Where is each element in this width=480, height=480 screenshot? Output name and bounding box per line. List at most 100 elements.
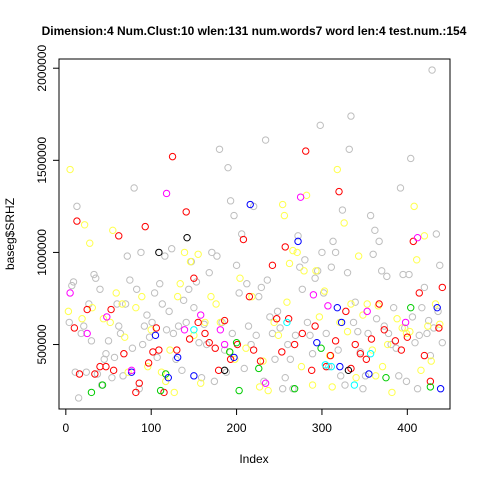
data-point-cyan — [190, 326, 198, 334]
data-point-gray — [161, 252, 169, 260]
y-tick-label: 1500000 — [35, 137, 49, 184]
data-point-red — [409, 237, 417, 246]
data-point-gray — [364, 329, 372, 338]
data-point-green — [156, 386, 165, 395]
data-point-cyan — [350, 381, 359, 389]
data-point-red — [201, 329, 209, 338]
data-point-gray — [276, 324, 284, 332]
data-point-red — [311, 322, 319, 330]
data-point-red — [298, 329, 307, 338]
data-point-green — [87, 388, 96, 397]
data-point-yellow — [378, 362, 387, 371]
data-point-red — [281, 243, 289, 251]
data-point-gray — [90, 270, 98, 279]
data-point-yellow — [121, 333, 129, 341]
data-point-gray — [73, 202, 81, 211]
data-point-red — [335, 187, 343, 196]
data-point-gray — [148, 318, 156, 327]
data-point-red — [96, 362, 104, 371]
data-point-gray — [322, 329, 330, 338]
data-point-yellow — [417, 366, 425, 375]
data-point-red — [149, 348, 157, 356]
data-point-magenta — [180, 326, 189, 334]
data-point-yellow — [372, 372, 380, 380]
data-point-gray — [137, 248, 145, 257]
data-point-gray — [418, 303, 426, 312]
data-point-red — [351, 340, 359, 349]
data-point-gray — [244, 322, 253, 330]
data-point-yellow — [170, 388, 178, 397]
data-point-gray — [434, 307, 442, 316]
data-point-black — [344, 366, 353, 375]
data-point-gray — [68, 281, 76, 290]
data-point-yellow — [176, 280, 184, 288]
data-point-gray — [318, 248, 326, 257]
data-point-magenta — [296, 193, 305, 201]
data-point-magenta — [127, 366, 136, 375]
data-point-red — [256, 357, 265, 365]
data-point-blue — [190, 372, 198, 380]
data-point-magenta — [162, 189, 171, 198]
data-point-gray — [104, 337, 113, 345]
data-point-green — [426, 383, 435, 391]
data-point-yellow — [270, 318, 278, 327]
data-point-magenta — [216, 326, 225, 334]
data-point-red — [356, 350, 365, 358]
data-point-red — [168, 152, 177, 161]
data-point-gray — [383, 272, 391, 281]
data-point-yellow — [180, 248, 189, 257]
data-point-gray — [185, 285, 193, 293]
data-point-gray — [128, 344, 137, 352]
data-point-red — [220, 316, 229, 325]
x-axis-label: Index — [239, 452, 268, 466]
data-point-gray — [230, 211, 238, 220]
data-point-green — [98, 381, 107, 389]
data-point-gray — [213, 252, 221, 260]
data-point-gray — [69, 278, 78, 286]
data-point-gray — [92, 274, 100, 282]
data-point-gray — [255, 292, 263, 301]
data-point-gray — [102, 350, 110, 358]
data-point-blue — [365, 370, 373, 378]
data-point-gray — [436, 261, 444, 270]
data-point-gray — [156, 280, 164, 288]
data-point-gray — [116, 329, 125, 338]
data-point-gray — [208, 248, 216, 257]
data-point-black — [183, 233, 191, 242]
data-point-gray — [162, 326, 171, 334]
data-point-black — [220, 366, 229, 375]
data-point-yellow — [147, 326, 155, 334]
data-point-gray — [378, 267, 386, 275]
data-point-yellow — [106, 318, 114, 327]
data-point-red — [141, 222, 149, 231]
data-point-red — [249, 346, 258, 354]
data-point-gray — [205, 268, 213, 277]
data-point-gray — [113, 300, 121, 308]
data-point-yellow — [112, 289, 120, 297]
data-point-yellow — [86, 239, 94, 247]
data-point-red — [194, 318, 202, 327]
data-point-yellow — [66, 165, 74, 174]
data-point-gray — [273, 307, 282, 316]
data-point-magenta — [324, 302, 332, 310]
data-point-gray — [402, 377, 411, 386]
data-point-gray — [215, 145, 224, 153]
data-point-gray — [132, 285, 141, 293]
data-point-yellow — [312, 267, 320, 275]
x-tick-label: 400 — [397, 421, 417, 435]
data-point-gray — [195, 338, 203, 347]
data-point-green — [317, 344, 325, 352]
x-tick-label: 100 — [141, 421, 161, 435]
data-point-gray — [281, 373, 289, 382]
data-point-yellow — [138, 292, 146, 301]
data-point-cyan — [327, 362, 336, 371]
data-point-gray — [341, 381, 349, 389]
data-point-gray — [432, 230, 441, 238]
data-point-gray — [240, 364, 248, 373]
data-point-yellow — [388, 388, 396, 397]
data-point-yellow — [410, 202, 418, 211]
data-point-gray — [334, 346, 342, 354]
data-point-gray — [80, 322, 88, 330]
data-point-magenta — [309, 291, 318, 299]
data-point-yellow — [166, 346, 174, 354]
